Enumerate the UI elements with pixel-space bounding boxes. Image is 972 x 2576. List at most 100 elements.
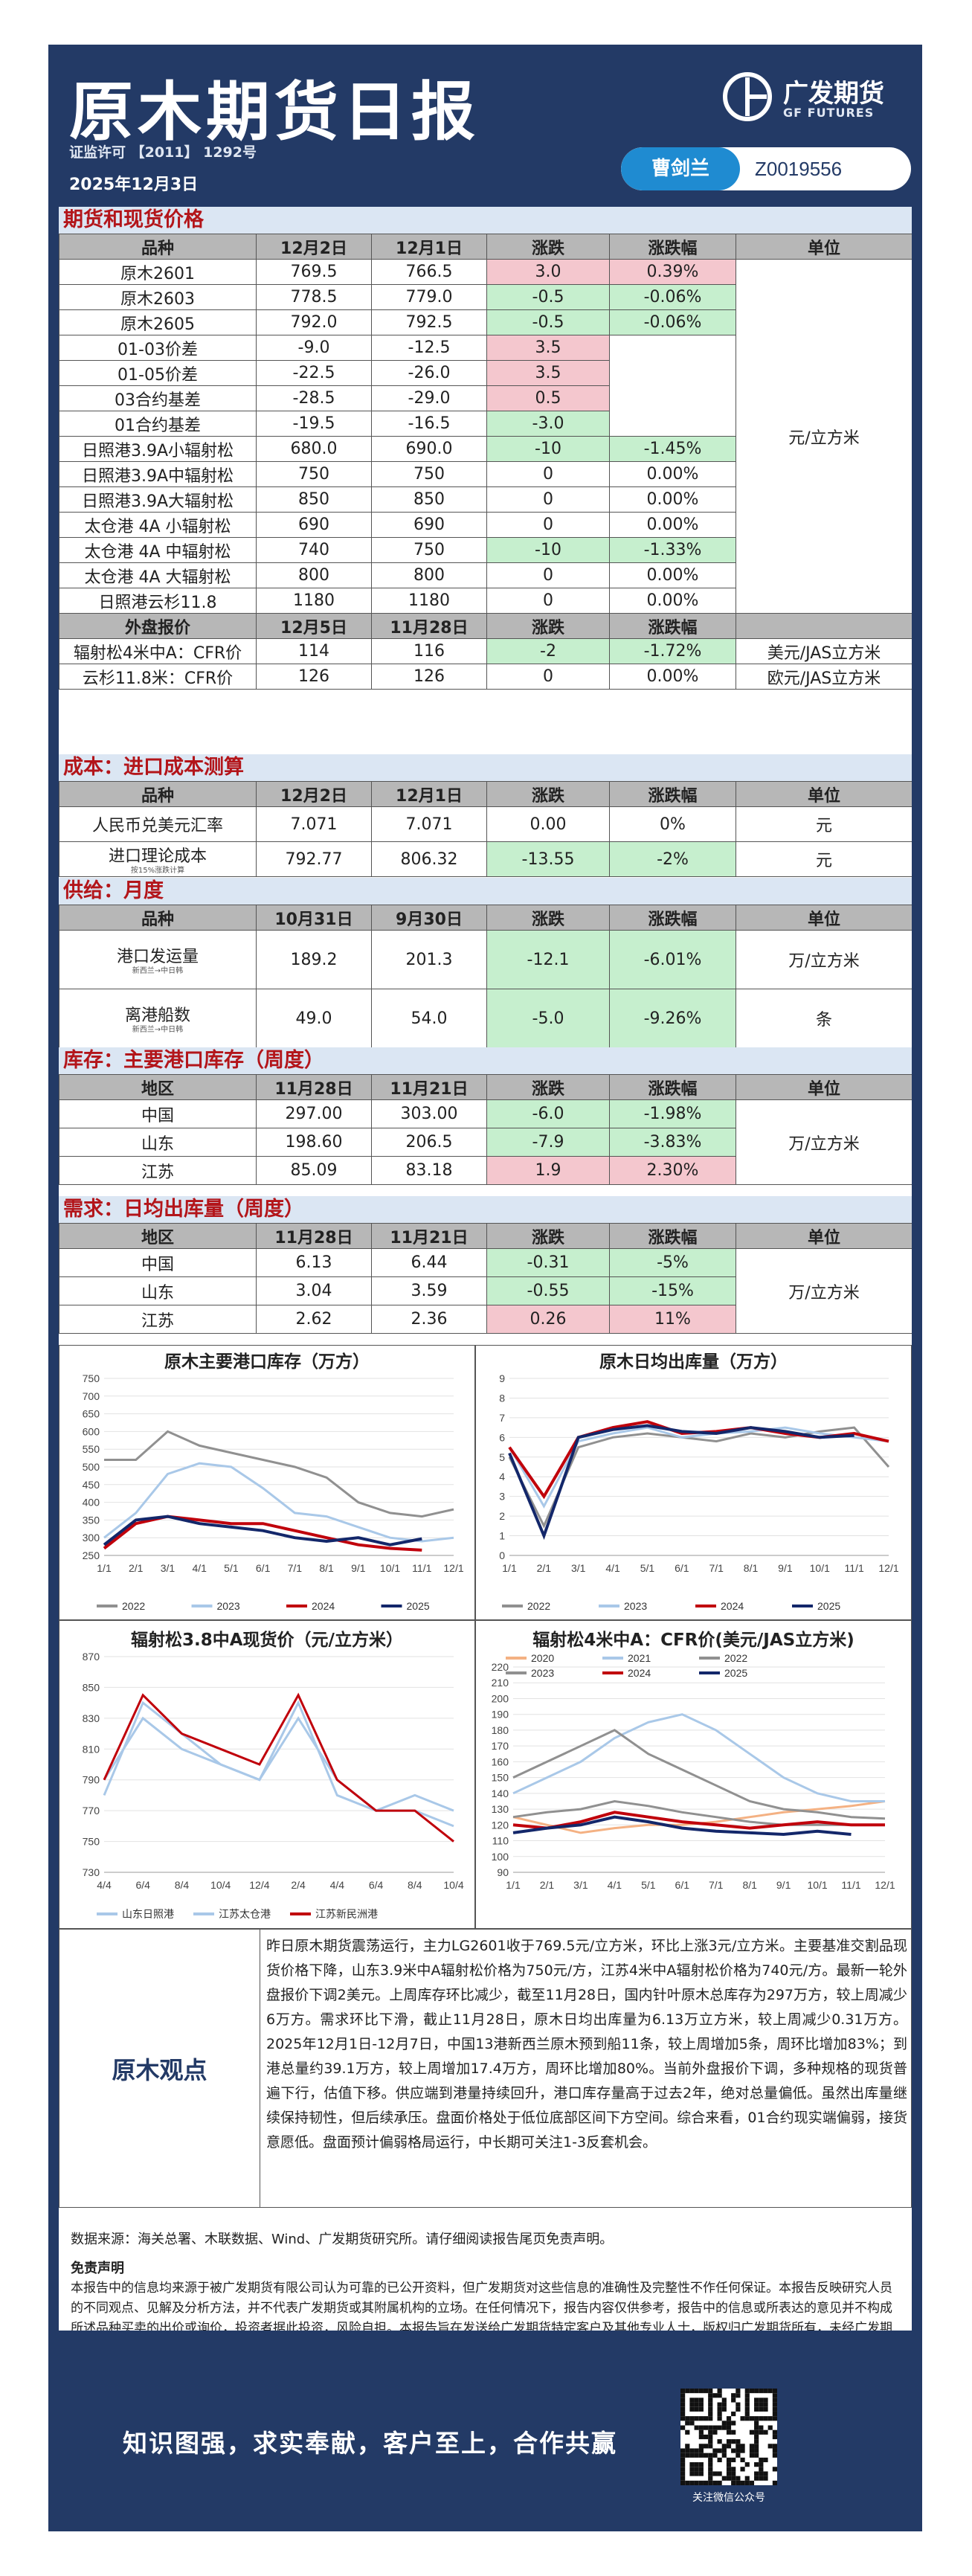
section-futures-spot: 期货和现货价格 bbox=[59, 207, 912, 234]
section-demand: 需求：日均出库量（周度） bbox=[59, 1196, 912, 1223]
report-date: 2025年12月3日 bbox=[69, 176, 199, 194]
row-label-note: 新西兰→中日韩 bbox=[132, 1026, 184, 1034]
header-row: 品种 10月31日 9月30日 涨跌 涨跌幅 单位 bbox=[59, 905, 912, 931]
column-header: 9月30日 bbox=[371, 905, 487, 931]
table-cell: 750 bbox=[371, 537, 487, 563]
x-tick-label: 6/4 bbox=[135, 1879, 150, 1891]
y-tick-label: 150 bbox=[492, 1772, 509, 1784]
disclaimer-title: 免责声明 bbox=[71, 2261, 124, 2276]
legend-label: 2024 bbox=[628, 1667, 651, 1679]
column-header: 11月28日 bbox=[256, 1074, 372, 1100]
table-cell: 1180 bbox=[256, 588, 372, 614]
y-tick-label: 730 bbox=[83, 1866, 100, 1878]
pct-cell: -1.98% bbox=[609, 1099, 736, 1128]
y-tick-label: 8 bbox=[499, 1392, 505, 1404]
unit-cell: 万/立方米 bbox=[736, 930, 912, 989]
chart-spot-price: 辐射松3.8中A现货价（元/立方米） 730 750 770 790 810 830 850… bbox=[59, 1620, 475, 1929]
x-tick-label: 8/1 bbox=[742, 1879, 757, 1891]
column-header: 11月28日 bbox=[371, 613, 487, 639]
chart-title: 原木主要港口库存（万方） bbox=[164, 1352, 370, 1372]
table-cell: 49.0 bbox=[256, 989, 372, 1048]
inventory-table: 地区 11月28日 11月21日 涨跌 涨跌幅 单位 中国 297.00 303.00 -6.0-… bbox=[59, 1074, 912, 1185]
x-tick-label: 5/1 bbox=[641, 1879, 656, 1891]
legend-label: 2025 bbox=[817, 1600, 840, 1612]
table-cell: 83.18 bbox=[371, 1156, 487, 1185]
column-header: 涨跌 bbox=[486, 1074, 610, 1100]
x-tick-label: 5/1 bbox=[224, 1562, 239, 1574]
table-cell: 189.2 bbox=[256, 930, 372, 989]
y-tick-label: 4 bbox=[499, 1471, 505, 1483]
x-tick-label: 9/1 bbox=[351, 1562, 366, 1574]
table-cell: -22.5 bbox=[256, 360, 372, 386]
legend-label: 2023 bbox=[531, 1667, 554, 1679]
legend-label: 2024 bbox=[312, 1600, 335, 1612]
pct-cell: -0.06% bbox=[609, 309, 736, 335]
table-row: 原木2603 778.5 779.0 -0.5 -0.06% bbox=[59, 284, 913, 310]
table-cell: -29.0 bbox=[371, 385, 487, 411]
table-cell: -19.5 bbox=[256, 411, 372, 437]
table-cell: 740 bbox=[256, 537, 372, 563]
qr-code-icon[interactable] bbox=[680, 2389, 777, 2485]
chart-title: 原木日均出库量（万方） bbox=[599, 1352, 788, 1372]
column-header: 11月28日 bbox=[256, 1223, 372, 1249]
table-cell: 806.32 bbox=[371, 841, 487, 877]
table-cell: 690 bbox=[371, 512, 487, 538]
change-cell: 0 bbox=[486, 512, 610, 538]
table-cell: 85.09 bbox=[256, 1156, 372, 1185]
column-header: 涨跌 bbox=[486, 234, 610, 260]
column-header: 地区 bbox=[59, 1223, 257, 1249]
y-tick-label: 1 bbox=[499, 1530, 505, 1542]
futures-table: 品种 12月2日 12月1日 涨跌 涨跌幅 单位 原木2601 769.5 766.5 3.0 0.… bbox=[59, 234, 912, 690]
y-tick-label: 450 bbox=[83, 1479, 100, 1491]
y-tick-label: 650 bbox=[83, 1408, 100, 1420]
column-header: 单位 bbox=[736, 905, 912, 931]
table-row: 原木2601 769.5 766.5 3.0 0.39% 元/立方米 bbox=[59, 259, 912, 614]
pct-cell: -0.06% bbox=[609, 284, 736, 310]
x-tick-label: 5/1 bbox=[640, 1562, 655, 1574]
change-cell: 3.0 bbox=[486, 259, 610, 285]
section-supply: 供给：月度 bbox=[59, 878, 912, 905]
y-tick-label: 200 bbox=[492, 1692, 509, 1704]
header-row: 外盘报价 12月5日 11月28日 涨跌 涨跌幅 bbox=[59, 613, 912, 639]
table-row: 01合约基差 -19.5 -16.5 -3.0 bbox=[59, 411, 913, 437]
table-row: 日照港3.9A中辐射松 750 750 0 0.00% bbox=[59, 461, 913, 487]
series-line-江苏新民洲港 bbox=[103, 1692, 454, 1843]
table-row: 01-05价差 -22.5 -26.0 3.5 bbox=[59, 360, 913, 386]
table-cell: 850 bbox=[371, 486, 487, 513]
table-cell: 0.00% bbox=[609, 664, 736, 690]
y-tick-label: 400 bbox=[83, 1497, 100, 1509]
row-label: 日照港3.9A中辐射松 bbox=[59, 461, 257, 487]
table-row: 江苏 2.62 2.36 0.26 11% bbox=[59, 1305, 913, 1334]
y-tick-label: 350 bbox=[83, 1514, 100, 1526]
chart-title: 辐射松3.8中A现货价（元/立方米） bbox=[131, 1631, 403, 1650]
x-tick-label: 10/1 bbox=[807, 1879, 827, 1891]
x-tick-label: 11/1 bbox=[845, 1562, 864, 1574]
row-label: 江苏 bbox=[59, 1156, 257, 1185]
table-row: 辐射松4米中A：CFR价 114 116 -2 -1.72% 美元/JAS立方米 bbox=[59, 638, 912, 664]
legend-label: 2022 bbox=[724, 1652, 747, 1664]
y-tick-label: 300 bbox=[83, 1532, 100, 1544]
row-label-main: 港口发运量 bbox=[116, 948, 199, 966]
gf-logo-icon bbox=[723, 72, 772, 121]
table-cell: 0.00 bbox=[486, 806, 610, 842]
table-cell: 303.00 bbox=[371, 1099, 487, 1128]
chart-inventory: 原木主要港口库存（万方） 250 300 350 400 450 500 550 600 650… bbox=[59, 1345, 475, 1620]
x-tick-label: 9/1 bbox=[776, 1879, 791, 1891]
table-cell: -2% bbox=[609, 841, 736, 877]
y-tick-label: 9 bbox=[499, 1372, 505, 1384]
table-row: 进口理论成本 按15%涨跌计算 792.77 806.32 -13.55 -2% 元 bbox=[59, 841, 912, 877]
row-label: 03合约基差 bbox=[59, 385, 257, 411]
series-line-山东日照港 bbox=[103, 1700, 454, 1812]
x-tick-label: 12/4 bbox=[249, 1879, 269, 1891]
series-line-2021 bbox=[512, 1713, 885, 1802]
x-tick-label: 4/1 bbox=[605, 1562, 620, 1574]
table-row: 云杉11.8米：CFR价 126 126 0 0.00% 欧元/JAS立方米 bbox=[59, 664, 912, 690]
row-label: 山东 bbox=[59, 1128, 257, 1157]
pct-cell: -3.83% bbox=[609, 1128, 736, 1157]
table-cell: 800 bbox=[371, 562, 487, 588]
x-tick-label: 6/1 bbox=[675, 1562, 689, 1574]
pct-cell: 0.00% bbox=[609, 486, 736, 513]
x-tick-label: 2/1 bbox=[540, 1879, 555, 1891]
row-label: 原木2601 bbox=[59, 259, 257, 285]
chart-inventory-svg: 250 300 350 400 450 500 550 600 650 700 750 1/1 2/1 3… bbox=[83, 1372, 464, 1612]
